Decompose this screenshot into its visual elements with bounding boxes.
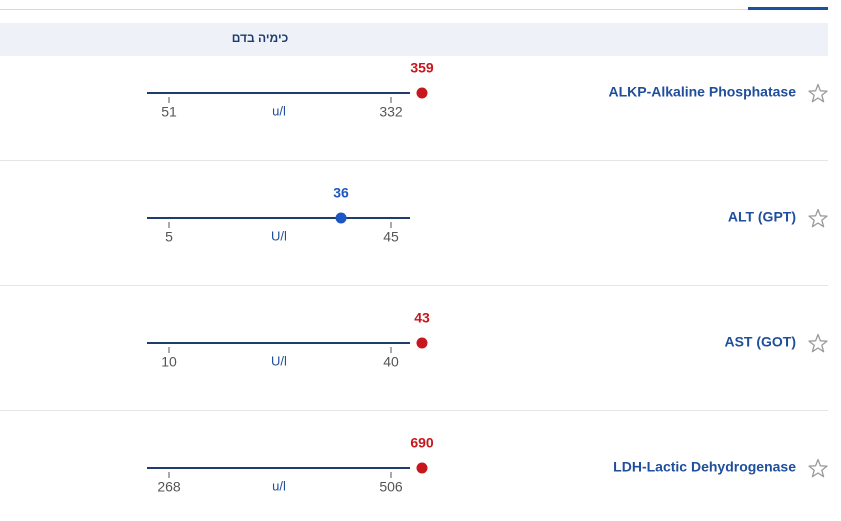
favorite-star[interactable] (808, 208, 828, 228)
test-name[interactable]: ALKP-Alkaline Phosphatase (609, 84, 797, 100)
favorite-star[interactable] (808, 458, 828, 478)
unit: u/l (272, 478, 286, 493)
result-dot (335, 212, 347, 224)
favorite-star[interactable] (808, 333, 828, 353)
result-dot (416, 462, 428, 474)
favorite-star[interactable] (808, 83, 828, 103)
test-name[interactable]: ALT (GPT) (728, 209, 796, 225)
range-high: 506 (379, 479, 403, 495)
result-dot (416, 337, 428, 349)
result-value: 359 (410, 60, 434, 76)
range-high: 332 (379, 104, 403, 120)
test-name[interactable]: AST (GOT) (724, 334, 796, 350)
range-high: 40 (383, 354, 399, 370)
section-title: כימיה בדם (232, 31, 289, 45)
unit: u/l (272, 103, 286, 118)
unit: U/l (271, 353, 287, 368)
range-low: 10 (161, 354, 177, 370)
range-low: 5 (165, 229, 173, 245)
section-header (0, 23, 828, 56)
range-low: 51 (161, 104, 177, 120)
result-value: 36 (333, 185, 349, 201)
range-low: 268 (157, 479, 181, 495)
result-value: 43 (414, 310, 430, 326)
result-value: 690 (410, 435, 434, 451)
result-dot (416, 87, 428, 99)
active-tab-indicator (748, 7, 828, 10)
unit: U/l (271, 228, 287, 243)
range-high: 45 (383, 229, 399, 245)
test-name[interactable]: LDH-Lactic Dehydrogenase (613, 459, 796, 475)
